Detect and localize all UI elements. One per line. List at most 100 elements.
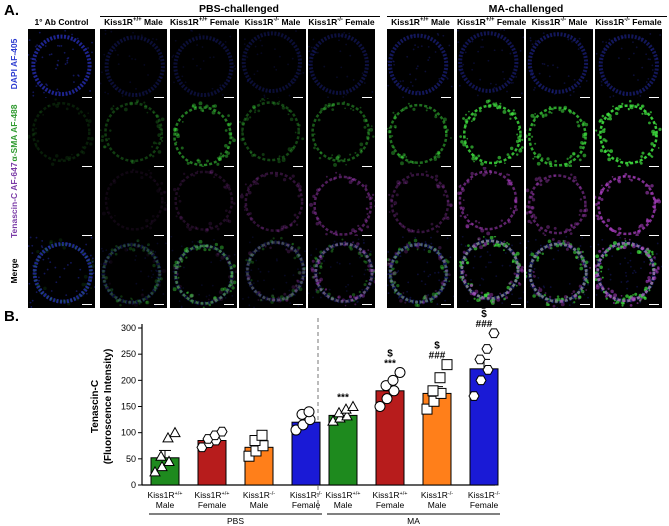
point-5-5 xyxy=(394,366,406,378)
annotation-6-0: ### xyxy=(429,351,446,362)
point-0-1 xyxy=(156,460,168,472)
pbs-group-title: PBS-challenged xyxy=(199,3,279,15)
point-6-4 xyxy=(434,372,446,384)
point-7-4 xyxy=(481,344,493,354)
annotation-5-0: *** xyxy=(384,358,396,369)
row-label-0: DAPI AF-405 xyxy=(9,38,19,90)
micrograph-r0-c6 xyxy=(526,29,593,101)
micrograph-r0-c4 xyxy=(387,29,454,101)
panel-a-letter: A. xyxy=(4,2,19,19)
micrograph-r1-c6 xyxy=(526,98,593,170)
x-label-sex-3: Female xyxy=(292,500,321,510)
y-tick-label-3: 150 xyxy=(121,402,136,412)
y-tick-label-2: 100 xyxy=(121,428,136,438)
col-head-3: Kiss1R-/- Female xyxy=(308,17,375,27)
micrograph-r0-c7 xyxy=(595,29,662,101)
micrograph-r2-c0 xyxy=(100,167,167,239)
micrograph-r3-c1 xyxy=(170,236,237,308)
point-7-1 xyxy=(475,375,487,386)
micrograph-r0-c2 xyxy=(239,29,306,101)
micrograph-r2-c5 xyxy=(457,167,524,239)
col-head-7: Kiss1R-/- Female xyxy=(595,17,662,27)
tenascin-chart: 0 50 100 150 200 250 300 Tenascin-C (Fluoroscenc… xyxy=(90,300,500,526)
annotation-7-2: @ xyxy=(479,300,489,310)
point-7-3 xyxy=(474,354,486,365)
annotation-7-1: $ xyxy=(481,309,487,320)
point-0-4 xyxy=(162,431,174,443)
y-tick-label-6: 300 xyxy=(121,323,136,333)
micrograph-r3-c2 xyxy=(239,236,306,308)
x-label-gene-5: Kiss1R+/+ xyxy=(373,490,408,500)
x-label-sex-2: Male xyxy=(250,500,269,510)
annotation-7-0: ### xyxy=(476,319,493,330)
micrograph-r3-c3 xyxy=(308,236,375,308)
point-0-2 xyxy=(163,455,175,466)
micrograph-r3-c7 xyxy=(595,236,662,308)
point-0-3 xyxy=(155,450,167,461)
point-5-2 xyxy=(388,385,400,397)
point-4-5 xyxy=(347,400,359,411)
point-6-5 xyxy=(441,359,453,371)
x-label-gene-7: Kiss1R-/- xyxy=(468,490,500,500)
micrograph-control-row1 xyxy=(28,98,95,170)
micrograph-r2-c6 xyxy=(526,167,593,239)
row-label-2: Tenascin-C AF-647 xyxy=(9,162,19,238)
annotation-6-1: $ xyxy=(434,341,440,352)
point-6-0 xyxy=(421,403,433,415)
micrograph-r3-c5 xyxy=(457,236,524,308)
micrograph-r2-c2 xyxy=(239,167,306,239)
micrograph-r0-c5 xyxy=(457,29,524,101)
y-axis-label-1: Tenascin-C xyxy=(90,380,101,433)
x-label-gene-4: Kiss1R+/+ xyxy=(326,490,361,500)
point-0-0 xyxy=(149,465,161,477)
micrograph-r1-c1 xyxy=(170,98,237,170)
x-label-sex-6: Male xyxy=(428,500,447,510)
point-7-0 xyxy=(468,391,480,401)
micrograph-control-row3 xyxy=(28,236,95,308)
micrograph-r0-c3 xyxy=(308,29,375,101)
col-head-1: Kiss1R+/+ Female xyxy=(170,17,240,27)
x-label-gene-1: Kiss1R+/+ xyxy=(195,490,230,500)
micrograph-r1-c7 xyxy=(595,98,662,170)
micrograph-r3-c6 xyxy=(526,236,593,308)
x-label-gene-2: Kiss1R-/- xyxy=(243,490,275,500)
x-label-gene-6: Kiss1R-/- xyxy=(421,490,453,500)
point-5-0 xyxy=(374,401,386,412)
micrograph-control-row0 xyxy=(28,29,95,101)
group-label-1: MA xyxy=(407,516,420,526)
point-0-5 xyxy=(169,426,181,438)
micrograph-r0-c1 xyxy=(170,29,237,101)
micrograph-control-row2 xyxy=(28,167,95,239)
y-tick-label-5: 250 xyxy=(121,349,136,359)
bar-4 xyxy=(328,414,358,486)
x-label-sex-7: Female xyxy=(470,500,499,510)
micrograph-r1-c4 xyxy=(387,98,454,170)
row-label-1: α-SMA AF-488 xyxy=(9,104,19,162)
ma-group-line xyxy=(387,16,667,17)
pbs-group-line xyxy=(100,16,380,17)
micrograph-r1-c2 xyxy=(239,98,306,170)
row-label-3: Merge xyxy=(9,258,19,284)
annotation-4-0: *** xyxy=(337,393,349,404)
bar-7 xyxy=(469,368,499,486)
micrograph-r2-c3 xyxy=(308,167,375,239)
x-label-sex-0: Male xyxy=(156,500,175,510)
point-2-4 xyxy=(256,429,268,441)
col-head-2: Kiss1R-/- Male xyxy=(244,17,301,27)
micrograph-r2-c7 xyxy=(595,167,662,239)
point-4-2 xyxy=(341,409,353,421)
x-label-sex-5: Female xyxy=(376,500,405,510)
micrograph-r3-c4 xyxy=(387,236,454,308)
y-tick-label-0: 0 xyxy=(131,480,136,490)
x-label-gene-3: Kiss1R-/- xyxy=(290,490,322,500)
micrograph-r1-c3 xyxy=(308,98,375,170)
panel-b-letter: B. xyxy=(4,308,19,325)
col-head-0: Kiss1R+/+ Male xyxy=(104,17,163,27)
micrograph-r1-c0 xyxy=(100,98,167,170)
col-head-5: Kiss1R+/+ Female xyxy=(457,17,527,27)
micrograph-r2-c4 xyxy=(387,167,454,239)
point-6-3 xyxy=(427,385,439,397)
y-axis-label-2: (Fluoroscence Intensity) xyxy=(103,349,114,465)
annotation-5-1: $ xyxy=(387,348,393,359)
x-label-sex-4: Male xyxy=(334,500,353,510)
